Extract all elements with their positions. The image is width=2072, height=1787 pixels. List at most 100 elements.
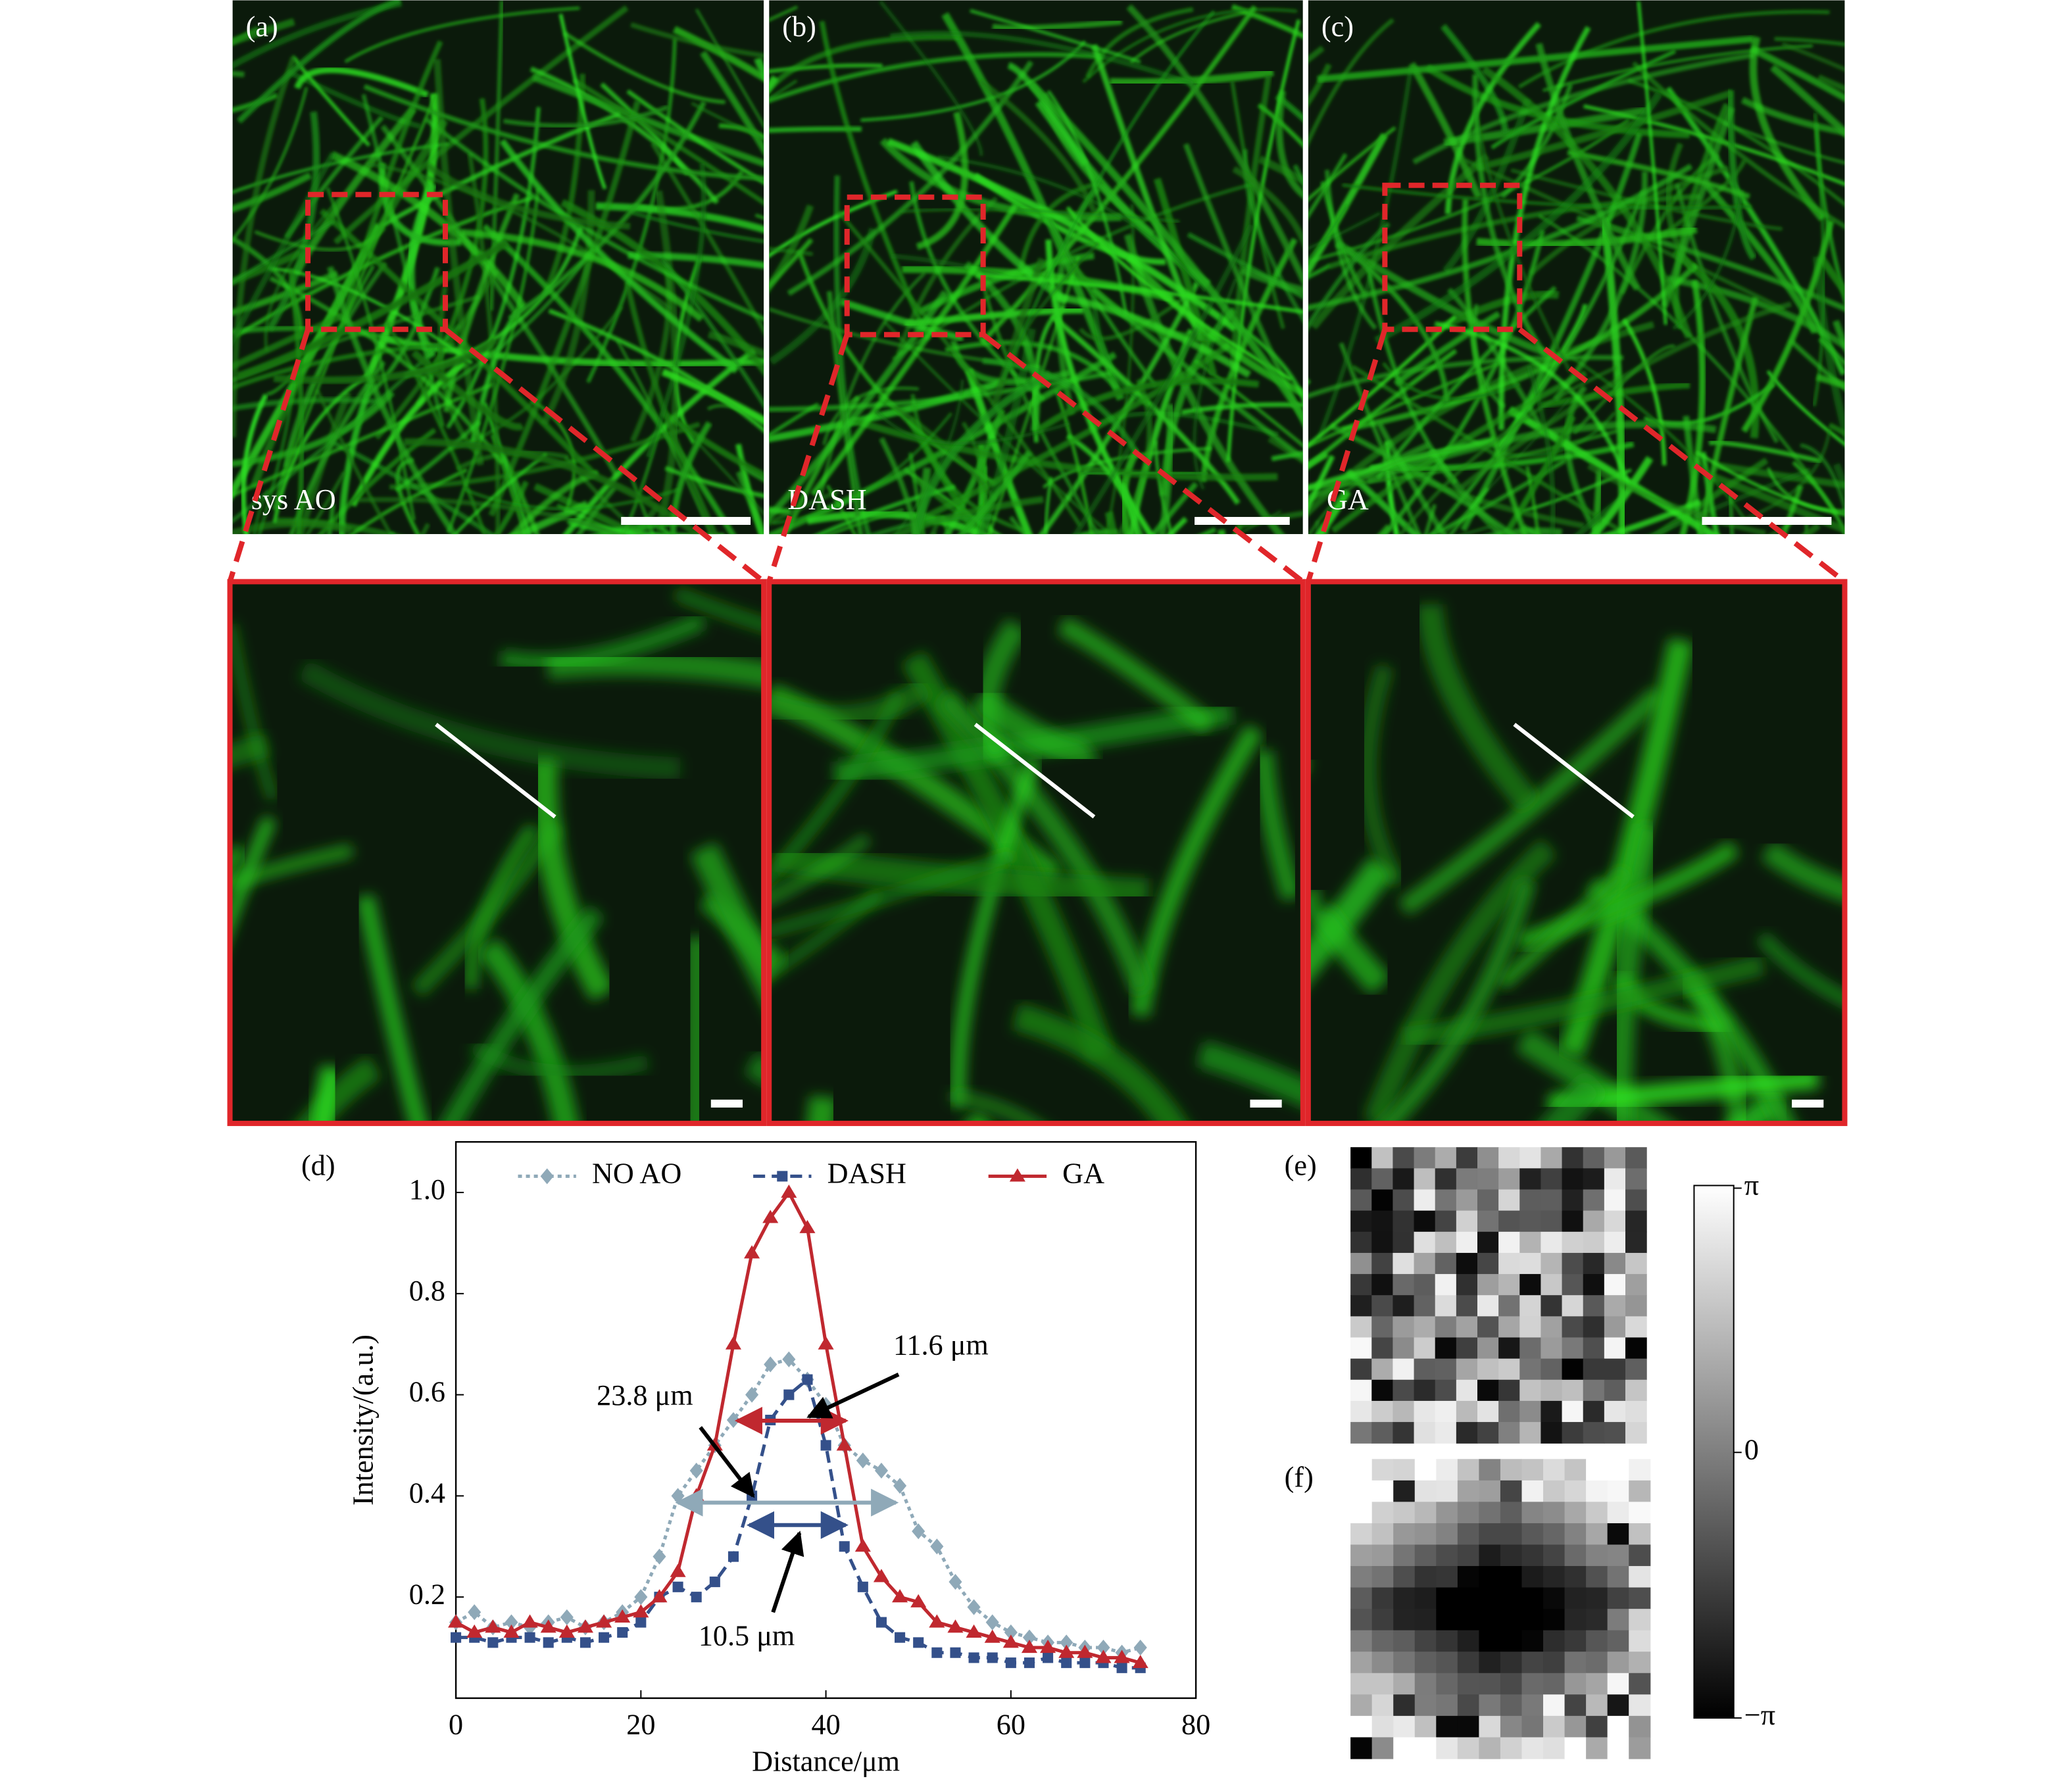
filament [1034,377,1260,435]
marker [781,1185,797,1198]
filament [912,341,1231,526]
filament [1054,389,1094,535]
filament [1257,103,1303,148]
phase-cell [1436,1544,1458,1567]
phase-cell [1393,1737,1416,1759]
phase-cell [1586,1459,1608,1481]
filament [769,189,898,258]
filament [769,204,814,293]
phase-cell [1498,1379,1520,1402]
filament [769,833,872,906]
filament [439,905,604,1124]
phase-cell [1371,1147,1394,1169]
roi-box [305,191,449,332]
phase-cell [1583,1168,1605,1190]
filament [311,1065,345,1124]
phase-cell [1393,1630,1416,1652]
marker [745,1386,759,1403]
phase-cell [1586,1694,1608,1717]
phase-cell [1604,1422,1626,1444]
phase-cell [1456,1168,1478,1190]
phase-cell [1519,1274,1542,1296]
filament [1308,126,1396,202]
filament [1665,275,1845,350]
filament [394,420,481,493]
phase-cell [1436,1673,1458,1695]
filament [1833,320,1845,353]
phase-cell [1479,1652,1501,1674]
filament [879,437,918,535]
filament [1053,293,1252,378]
filament [493,480,529,535]
panel-label: (a) [246,11,278,43]
phase-cell [1519,1295,1542,1317]
filament [1481,66,1693,339]
filament [1363,838,1558,1124]
phase-cell [1414,1189,1436,1212]
filament [1750,45,1845,102]
filament [1308,205,1348,262]
filament [1631,61,1845,230]
phase-cell [1564,1587,1587,1609]
zoom-frame [766,579,1306,1127]
zoom-frame [1305,579,1848,1127]
filament [992,18,1123,32]
phase-cell [1629,1673,1651,1695]
filament [772,412,953,525]
phase-cell [1625,1210,1647,1233]
phase-cell [1519,1316,1542,1338]
filament [769,34,959,94]
filament [1434,321,1631,485]
filament [1600,499,1701,535]
micrograph [232,0,764,535]
y-tick-label: 0.8 [409,1275,445,1307]
filament [1317,36,1754,83]
phase-cell [1586,1502,1608,1524]
filament [482,402,531,535]
marker [1040,1639,1056,1653]
phase-cell [1414,1316,1436,1338]
phase-cell [1586,1609,1608,1631]
phase-cell [1562,1252,1584,1275]
phase-cell [1350,1400,1372,1423]
phase-cell [1583,1295,1605,1317]
phase-cell [1562,1274,1584,1296]
marker [688,1488,704,1502]
filament [1158,404,1174,535]
phase-cell [1436,1737,1458,1759]
filament [600,82,689,176]
marker [856,1452,870,1469]
phase-cell [1604,1210,1626,1233]
phase-cell [1629,1694,1651,1717]
filament [769,289,949,522]
phase-cell [1371,1715,1394,1738]
phase-cell [1625,1147,1647,1169]
filament [572,78,764,206]
phase-cell [1393,1459,1416,1481]
phase-cell [1435,1358,1457,1381]
phase-cell [1371,1337,1394,1359]
panel-label: (e) [1285,1149,1317,1181]
marker [910,1594,927,1607]
filament [1308,362,1500,448]
phase-cell [1498,1316,1520,1338]
phase-cell [1521,1715,1544,1738]
phase-cell [1350,1210,1372,1233]
filament [232,87,308,243]
phase-cell [1562,1231,1584,1254]
phase-cell [1350,1502,1373,1524]
phase-cell [1393,1168,1415,1190]
phase-cell [1500,1652,1523,1674]
phase-cell [1583,1189,1605,1212]
filament [1308,212,1381,250]
phase-cell [1564,1737,1587,1759]
phase-cell [1521,1587,1544,1609]
phase-cell [1586,1544,1608,1567]
marker [633,1604,649,1618]
roi-box [1382,182,1523,332]
filament [965,368,1033,535]
marker [1114,1650,1130,1663]
phase-cell [1457,1630,1479,1652]
filament [1375,285,1557,479]
phase-cell [1479,1673,1501,1695]
